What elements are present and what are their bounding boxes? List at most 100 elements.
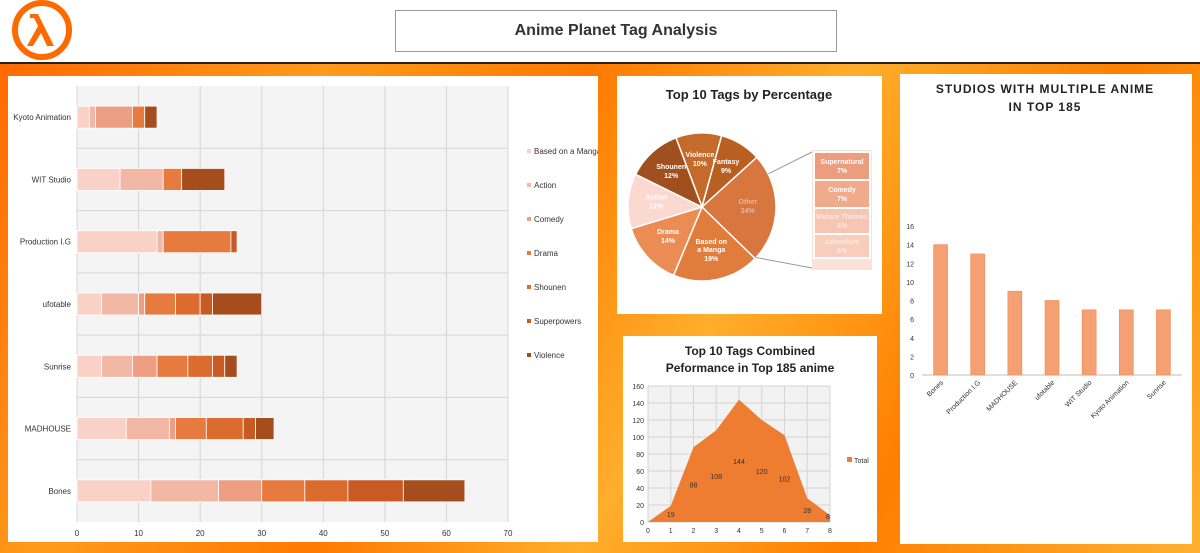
- legend-label: Superpowers: [534, 317, 581, 326]
- header-bar: Anime Planet Tag Analysis: [0, 0, 1200, 64]
- breakout-segment: [813, 179, 871, 209]
- x-tick-label: Production I.G: [946, 379, 983, 416]
- pie-slice-label: Other: [739, 199, 758, 206]
- y-tick-label: 140: [632, 401, 644, 408]
- bar-segment: [162, 168, 183, 191]
- legend-label: Drama: [534, 249, 559, 258]
- category-label: MADHOUSE: [25, 425, 71, 434]
- bar-segment: [261, 479, 306, 503]
- y-tick-label: 160: [632, 384, 644, 391]
- area-data-label: 108: [710, 474, 722, 481]
- area-data-label: 19: [667, 512, 675, 519]
- x-tick-label: 40: [319, 529, 328, 538]
- area-data-label: 120: [756, 469, 768, 476]
- y-tick-label: 14: [906, 243, 914, 250]
- category-label: Bones: [48, 487, 71, 496]
- bar-segment: [138, 292, 146, 316]
- bar-segment: [76, 417, 127, 440]
- breakout-connector: [768, 151, 813, 175]
- y-tick-label: 12: [906, 261, 914, 268]
- tag-percentage-pie-chart: Top 10 Tags by Percentage Violence 10% Fant…: [627, 87, 872, 282]
- legend-swatch: [527, 285, 531, 289]
- x-tick-label: 5: [760, 528, 764, 535]
- pie-slice-percent: 10%: [693, 161, 708, 168]
- y-tick-label: 8: [910, 299, 914, 306]
- pie-slice-percent: 12%: [649, 203, 664, 210]
- bar-segment: [175, 417, 207, 440]
- studio-tag-stacked-bar-chart: 0 10 20 30 40 50 60 70 Kyoto Animation WIT Studio…: [13, 86, 598, 538]
- pie-title: Top 10 Tags by Percentage: [666, 87, 832, 102]
- category-label: ufotable: [43, 300, 72, 309]
- column-chart-title: IN TOP 185: [1009, 100, 1082, 114]
- x-tick-label: Bones: [926, 379, 945, 398]
- bar-segment: [76, 292, 103, 316]
- pie-slice: [700, 156, 777, 260]
- bar-segment: [76, 230, 158, 254]
- area-data-label: 102: [779, 477, 791, 484]
- bar-segment: [132, 354, 158, 378]
- pie-slice-percent: 24%: [741, 208, 756, 215]
- pie-slice-percent: 19%: [704, 256, 719, 263]
- legend-swatch: [527, 251, 531, 255]
- pie-slice-percent: 9%: [721, 168, 732, 175]
- legend-swatch: [847, 457, 852, 462]
- y-tick-label: 10: [906, 280, 914, 287]
- y-tick-label: 2: [910, 354, 914, 361]
- x-tick-label: 20: [196, 529, 205, 538]
- pie-slice-label: Drama: [657, 229, 679, 236]
- category-label: Production I.G: [20, 238, 71, 247]
- pie-slice-label: Violence: [686, 152, 715, 159]
- bar-segment: [304, 479, 349, 503]
- column-bar: [1118, 309, 1134, 376]
- bar-segment: [156, 230, 164, 254]
- bar-segment: [224, 354, 238, 378]
- bar-segment: [156, 354, 189, 378]
- legend-swatch: [527, 353, 531, 357]
- bar-segment: [168, 417, 176, 440]
- bar-segment: [76, 479, 152, 503]
- pie-slice-percent: 14%: [661, 238, 676, 245]
- breakout-percent: 7%: [837, 196, 848, 203]
- legend-label: Total: [854, 458, 869, 465]
- x-tick-label: 50: [380, 529, 389, 538]
- legend-label: Based on a Manga: [534, 147, 598, 156]
- pie-slice: [630, 205, 704, 277]
- bar-segment: [76, 105, 90, 129]
- breakout-label: Supernatural: [820, 159, 863, 166]
- area-data-label: 28: [803, 508, 811, 515]
- breakout-segment: [813, 207, 871, 235]
- y-tick-label: 40: [636, 486, 644, 493]
- area-series-total: [648, 399, 830, 522]
- x-tick-label: 4: [737, 528, 741, 535]
- bar-segment: [242, 417, 256, 440]
- bar-segment: [144, 292, 176, 316]
- column-bar: [1044, 300, 1060, 376]
- y-tick-label: 0: [640, 520, 644, 527]
- breakout-segment: [813, 233, 871, 259]
- x-tick-label: 8: [828, 528, 832, 535]
- x-tick-label: 30: [257, 529, 266, 538]
- bar-segment: [119, 168, 164, 191]
- breakout-connector: [755, 256, 813, 269]
- bar-segment: [218, 479, 263, 503]
- bar-segment: [88, 105, 96, 129]
- y-tick-label: 4: [910, 336, 914, 343]
- studio-count-panel: STUDIOS WITH MULTIPLE ANIME IN TOP 185 0 2 4…: [900, 74, 1192, 544]
- x-tick-label: 0: [75, 529, 80, 538]
- column-bar: [970, 253, 986, 376]
- bar-segment: [230, 230, 238, 254]
- bar-segment: [347, 479, 404, 503]
- y-tick-label: 20: [636, 503, 644, 510]
- category-label: Kyoto Animation: [13, 113, 71, 122]
- pie-slice-label: Action: [645, 194, 667, 201]
- x-tick-label: 0: [646, 528, 650, 535]
- bar-segment: [101, 292, 139, 316]
- studio-count-column-chart: STUDIOS WITH MULTIPLE ANIME IN TOP 185 0 2 4…: [906, 82, 1182, 420]
- bar-segment: [76, 168, 121, 191]
- area-data-label: 8: [826, 514, 830, 521]
- y-tick-label: 16: [906, 224, 914, 231]
- bar-segment: [132, 105, 146, 129]
- bar-segment: [162, 230, 232, 254]
- legend-swatch: [527, 149, 531, 153]
- x-tick-label: Sunrise: [1146, 379, 1168, 401]
